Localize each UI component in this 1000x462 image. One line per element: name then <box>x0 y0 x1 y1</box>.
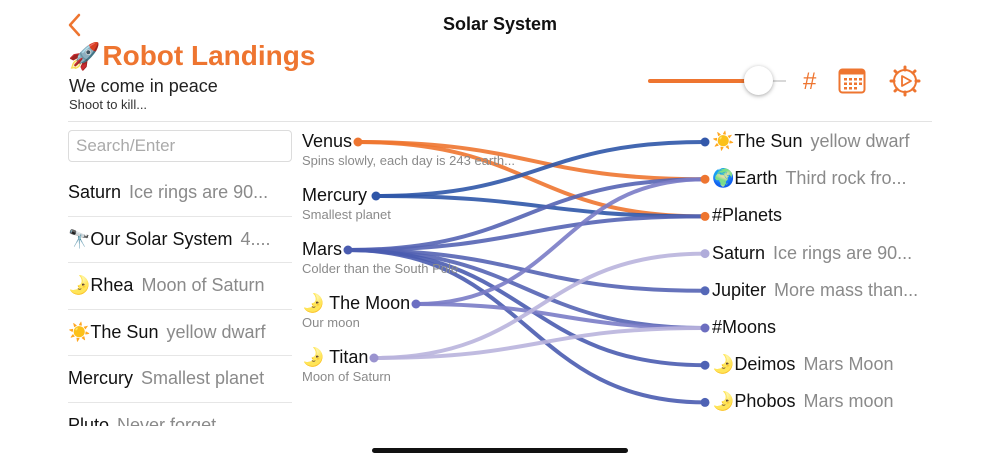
list-item-subtitle: yellow dwarf <box>166 321 266 342</box>
target-node-title: 🌛Deimos <box>712 354 796 375</box>
target-node-title: ☀️The Sun <box>712 131 803 151</box>
link-mercury-planets <box>374 194 707 219</box>
target-node-title: 🌛Phobos <box>712 391 796 412</box>
source-node-subtitle: Moon of Saturn <box>302 369 391 384</box>
list-item[interactable]: Saturn Ice rings are 90... <box>68 170 292 217</box>
link-moon-moons <box>414 302 707 330</box>
link-titan-saturn <box>372 251 707 360</box>
source-node-mars[interactable]: Mars <box>302 239 342 259</box>
target-node-dot[interactable] <box>700 249 710 259</box>
source-node-titan[interactable]: 🌛 Titan <box>302 347 369 367</box>
list-item-title: Saturn <box>68 182 122 203</box>
list-item[interactable]: ☀️The Sun yellow dwarf <box>68 310 292 356</box>
list-item-title: Pluto <box>68 414 110 426</box>
source-node-dot[interactable] <box>353 137 363 147</box>
source-node-dot[interactable] <box>371 191 381 201</box>
target-node-moons[interactable]: #Moons <box>712 317 776 338</box>
target-node-subtitle: Ice rings are 90... <box>773 242 913 263</box>
page-subtitle: We come in peace <box>69 76 218 96</box>
target-node-title: #Moons <box>712 317 777 337</box>
target-node-subtitle: Third rock fro... <box>785 168 907 189</box>
target-node-title: Jupiter <box>712 279 767 300</box>
source-node-subtitle: Spins slowly, each day is 243 earth... <box>302 153 515 168</box>
search-input[interactable] <box>68 130 292 162</box>
target-node-dot[interactable] <box>700 174 710 184</box>
target-node-title: Saturn <box>712 242 766 263</box>
target-node-subtitle: Mars moon <box>803 391 894 412</box>
source-node-subtitle: Colder than the South Pole <box>302 261 459 276</box>
list-item[interactable]: 🔭Our Solar System 4.... <box>68 217 292 263</box>
list-item[interactable]: Pluto Never forget <box>68 403 292 426</box>
link-mars-planets <box>346 214 707 252</box>
target-node-subtitle: More mass than... <box>774 279 919 300</box>
calendar-icon[interactable] <box>838 67 866 94</box>
target-node-title: #Planets <box>712 205 783 226</box>
source-node-mercury[interactable]: Mercury <box>302 185 368 205</box>
list-item-subtitle: Smallest planet <box>141 368 265 389</box>
target-node-dot[interactable] <box>700 211 710 221</box>
source-node-moon[interactable]: 🌛 The Moon <box>302 293 411 313</box>
page-caption: Shoot to kill... <box>69 97 148 112</box>
source-node-dot[interactable] <box>411 299 421 309</box>
list-item-title: 🔭Our Solar System <box>68 228 233 249</box>
page-title-text: Robot Landings <box>102 40 316 71</box>
link-mercury-sun <box>374 140 707 198</box>
hashtag-button[interactable]: # <box>803 68 817 95</box>
list-item-subtitle: Ice rings are 90... <box>129 182 269 203</box>
source-node-venus[interactable]: Venus <box>302 131 353 151</box>
target-node-dot[interactable] <box>700 323 710 333</box>
slider-thumb[interactable] <box>743 66 773 95</box>
target-node-dot[interactable] <box>700 360 710 370</box>
target-node-deimos[interactable]: 🌛Deimos Mars Moon <box>712 354 893 375</box>
target-node-earth[interactable]: 🌍Earth Third rock fro... <box>712 168 906 189</box>
list-item-title: ☀️The Sun <box>68 321 159 342</box>
nav-title: Solar System <box>442 14 558 34</box>
header-divider <box>68 121 932 122</box>
source-node-subtitle: Our moon <box>302 315 360 330</box>
target-node-dot[interactable] <box>700 137 710 147</box>
list-item[interactable]: 🌛Rhea Moon of Saturn <box>68 263 292 310</box>
target-node-sun[interactable]: ☀️The Sun yellow dwarf <box>712 131 910 152</box>
target-node-dot[interactable] <box>700 286 710 296</box>
rocket-icon: 🚀 <box>68 41 101 71</box>
list-item-subtitle: Moon of Saturn <box>141 275 265 296</box>
target-node-planets[interactable]: #Planets <box>712 205 782 226</box>
link-moon-earth <box>414 177 707 306</box>
item-list[interactable]: Saturn Ice rings are 90... 🔭Our Solar Syst… <box>68 170 292 426</box>
slider-track-filled[interactable] <box>648 79 759 83</box>
back-chevron-icon[interactable] <box>64 10 88 40</box>
target-node-subtitle: yellow dwarf <box>810 131 910 151</box>
source-node-subtitle: Smallest planet <box>302 207 391 222</box>
link-mars-phobos <box>346 248 707 405</box>
target-node-title: 🌍Earth <box>712 168 778 189</box>
list-item-subtitle: 4.... <box>240 228 271 249</box>
source-node-dot[interactable] <box>343 245 353 255</box>
target-node-dot[interactable] <box>700 397 710 407</box>
gear-play-icon[interactable] <box>889 65 921 97</box>
target-node-phobos[interactable]: 🌛Phobos Mars moon <box>712 391 894 412</box>
home-indicator[interactable] <box>372 448 628 453</box>
link-venus-planets <box>356 140 707 219</box>
target-node-subtitle: Mars Moon <box>803 354 894 375</box>
list-item-title: Mercury <box>68 368 134 389</box>
target-node-jupiter[interactable]: Jupiter More mass than... <box>712 280 918 301</box>
list-item-title: 🌛Rhea <box>68 275 134 296</box>
source-node-dot[interactable] <box>369 353 379 363</box>
list-item-subtitle: Never forget <box>117 414 217 426</box>
list-item[interactable]: Mercury Smallest planet <box>68 356 292 403</box>
target-node-saturn[interactable]: Saturn Ice rings are 90... <box>712 243 912 264</box>
page-title: 🚀Robot Landings <box>68 40 315 72</box>
link-titan-moons <box>372 326 707 360</box>
